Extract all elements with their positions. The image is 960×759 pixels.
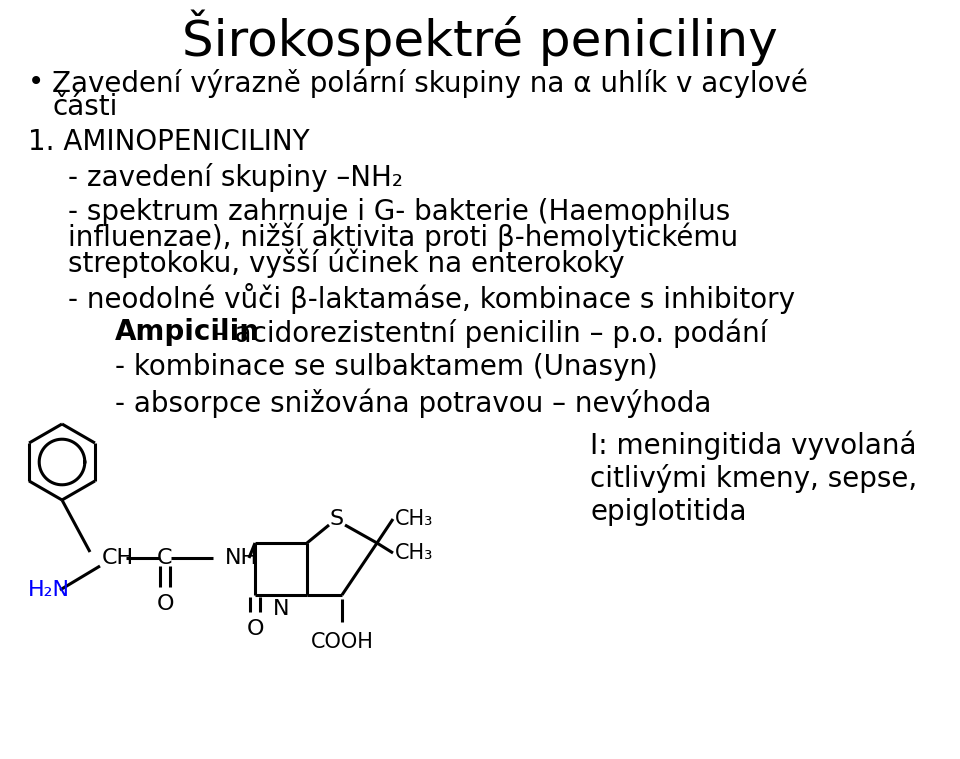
Text: O: O [247, 619, 264, 639]
Text: •: • [28, 68, 44, 96]
Text: 1. AMINOPENICILINY: 1. AMINOPENICILINY [28, 128, 310, 156]
Text: CH: CH [102, 548, 134, 568]
Text: NH: NH [225, 548, 258, 568]
Text: I: meningitida vyvolaná
citlivými kmeny, sepse,
epiglotitida: I: meningitida vyvolaná citlivými kmeny,… [590, 430, 917, 525]
Text: - neodolné vůči β-laktamáse, kombinace s inhibitory: - neodolné vůči β-laktamáse, kombinace s… [68, 283, 795, 314]
Text: N: N [273, 599, 289, 619]
Text: COOH: COOH [311, 632, 373, 652]
Text: S: S [330, 509, 344, 529]
Text: části: části [52, 93, 117, 121]
Text: O: O [156, 594, 174, 614]
Text: streptokoku, vyšší účinek na enterokoky: streptokoku, vyšší účinek na enterokoky [68, 248, 625, 278]
Text: CH₃: CH₃ [395, 509, 433, 529]
Text: Ampicilin: Ampicilin [115, 318, 260, 346]
Text: Zavedení výrazně polární skupiny na α uhlík v acylové: Zavedení výrazně polární skupiny na α uh… [52, 68, 808, 97]
Text: C: C [157, 548, 173, 568]
Text: CH₃: CH₃ [395, 543, 433, 563]
Text: - absorpce snižována potravou – nevýhoda: - absorpce snižována potravou – nevýhoda [115, 388, 711, 417]
Text: Širokospektré peniciliny: Širokospektré peniciliny [182, 10, 778, 67]
Text: – acidorezistentní penicilin – p.o. podání: – acidorezistentní penicilin – p.o. podá… [203, 318, 767, 348]
Text: - zavedení skupiny –NH₂: - zavedení skupiny –NH₂ [68, 163, 403, 192]
Text: H₂N: H₂N [28, 580, 70, 600]
Text: - spektrum zahrnuje i G- bakterie (Haemophilus: - spektrum zahrnuje i G- bakterie (Haemo… [68, 198, 731, 226]
Text: influenzae), nižší aktivita proti β-hemolytickému: influenzae), nižší aktivita proti β-hemo… [68, 223, 738, 253]
Text: - kombinace se sulbaktamem (Unasyn): - kombinace se sulbaktamem (Unasyn) [115, 353, 658, 381]
